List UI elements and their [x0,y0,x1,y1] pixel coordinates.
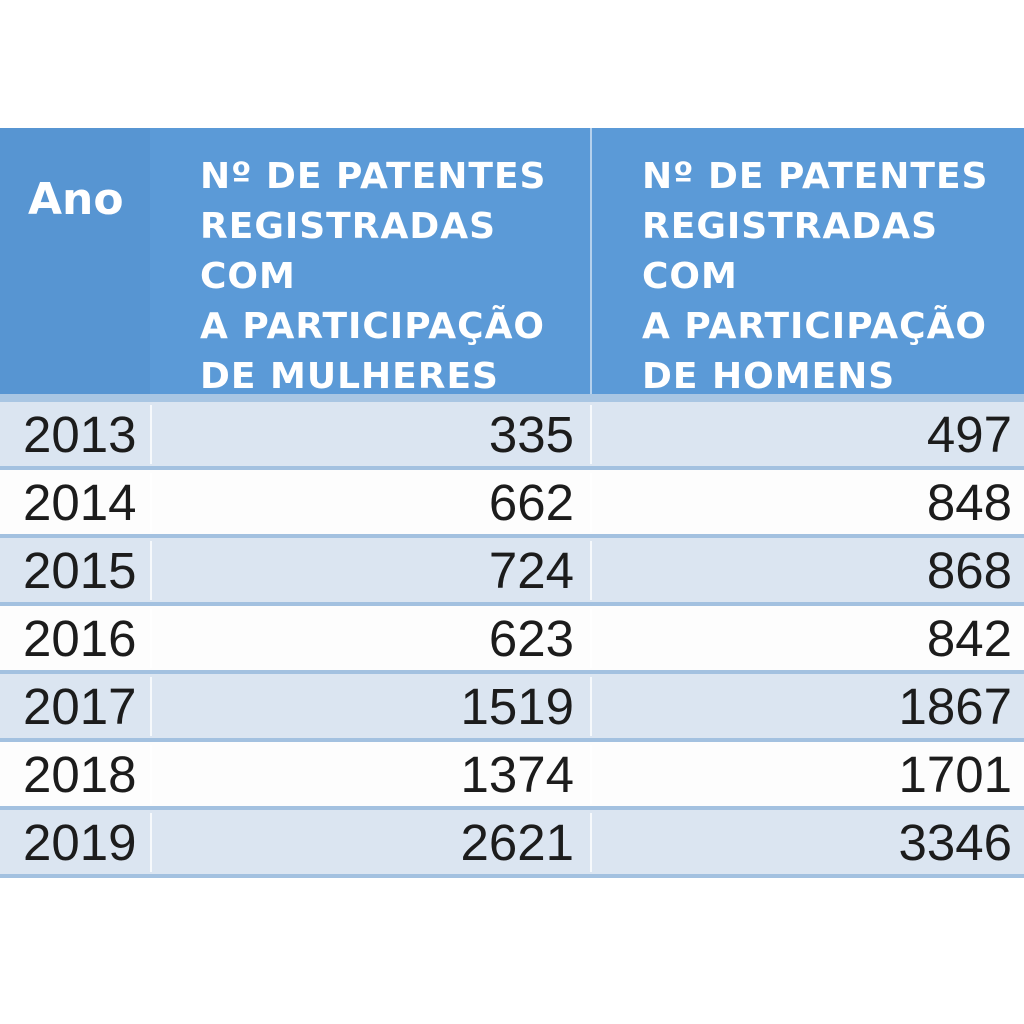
table-row: 2017 1519 1867 [0,674,1024,742]
column-header-mulheres: Nº DE PATENTES REGISTRADAS COM A PARTICI… [200,156,547,397]
table-header-row: Ano Nº DE PATENTES REGISTRADAS COM A PAR… [0,128,1024,402]
mulheres-cell: 662 [150,472,590,532]
table-row: 2018 1374 1701 [0,742,1024,810]
year-cell: 2019 [23,813,137,871]
homens-cell: 1701 [590,744,1024,804]
column-header-ano: Ano [0,128,150,394]
mulheres-cell: 1374 [150,744,590,804]
homens-cell: 848 [590,472,1024,532]
homens-cell: 497 [590,404,1024,464]
mulheres-cell: 1519 [150,676,590,736]
homens-cell: 1867 [590,676,1024,736]
homens-cell: 842 [590,608,1024,668]
patents-table: Ano Nº DE PATENTES REGISTRADAS COM A PAR… [0,128,1024,878]
homens-cell: 868 [590,540,1024,600]
table-row: 2014 662 848 [0,470,1024,538]
mulheres-cell: 2621 [150,812,590,872]
year-cell: 2014 [23,473,137,531]
year-cell: 2015 [23,541,137,599]
homens-cell: 3346 [590,812,1024,872]
mulheres-cell: 623 [150,608,590,668]
year-cell: 2016 [23,609,137,667]
year-cell: 2013 [23,405,137,463]
mulheres-cell: 724 [150,540,590,600]
table-row: 2015 724 868 [0,538,1024,606]
table-row: 2016 623 842 [0,606,1024,674]
table-row: 2013 335 497 [0,402,1024,470]
mulheres-cell: 335 [150,404,590,464]
year-cell: 2018 [23,745,137,803]
column-header-homens: Nº DE PATENTES REGISTRADAS COM A PARTICI… [590,128,1024,397]
table-row: 2019 2621 3346 [0,810,1024,878]
year-cell: 2017 [23,677,137,735]
